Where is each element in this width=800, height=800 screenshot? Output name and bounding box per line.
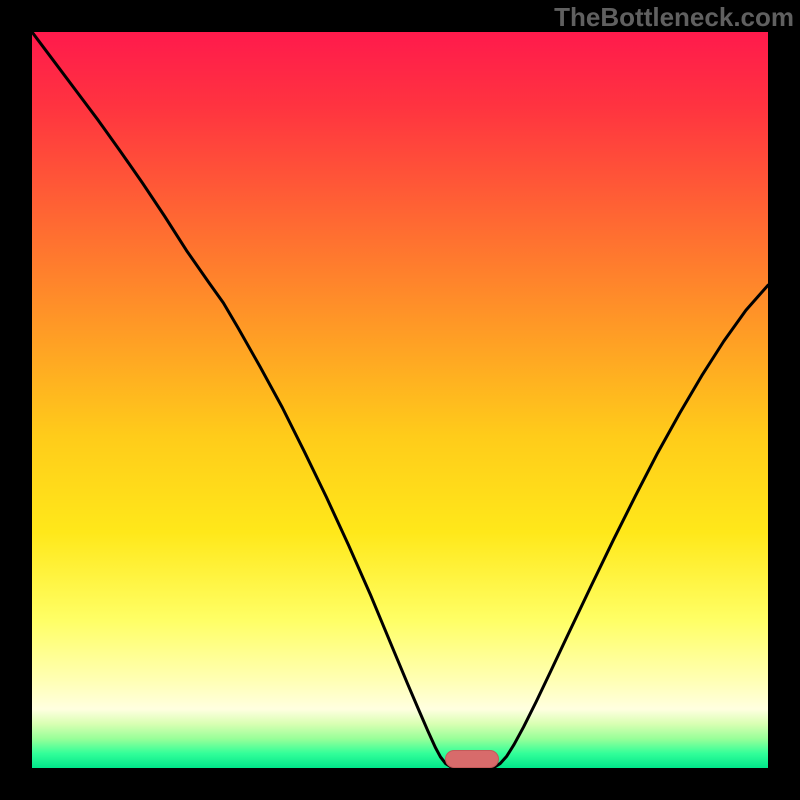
watermark-text: TheBottleneck.com xyxy=(554,2,794,33)
plot-area xyxy=(32,32,768,768)
bottleneck-curve xyxy=(32,32,768,768)
optimum-marker xyxy=(445,750,499,768)
stage: TheBottleneck.com xyxy=(0,0,800,800)
curve-path xyxy=(32,32,768,768)
